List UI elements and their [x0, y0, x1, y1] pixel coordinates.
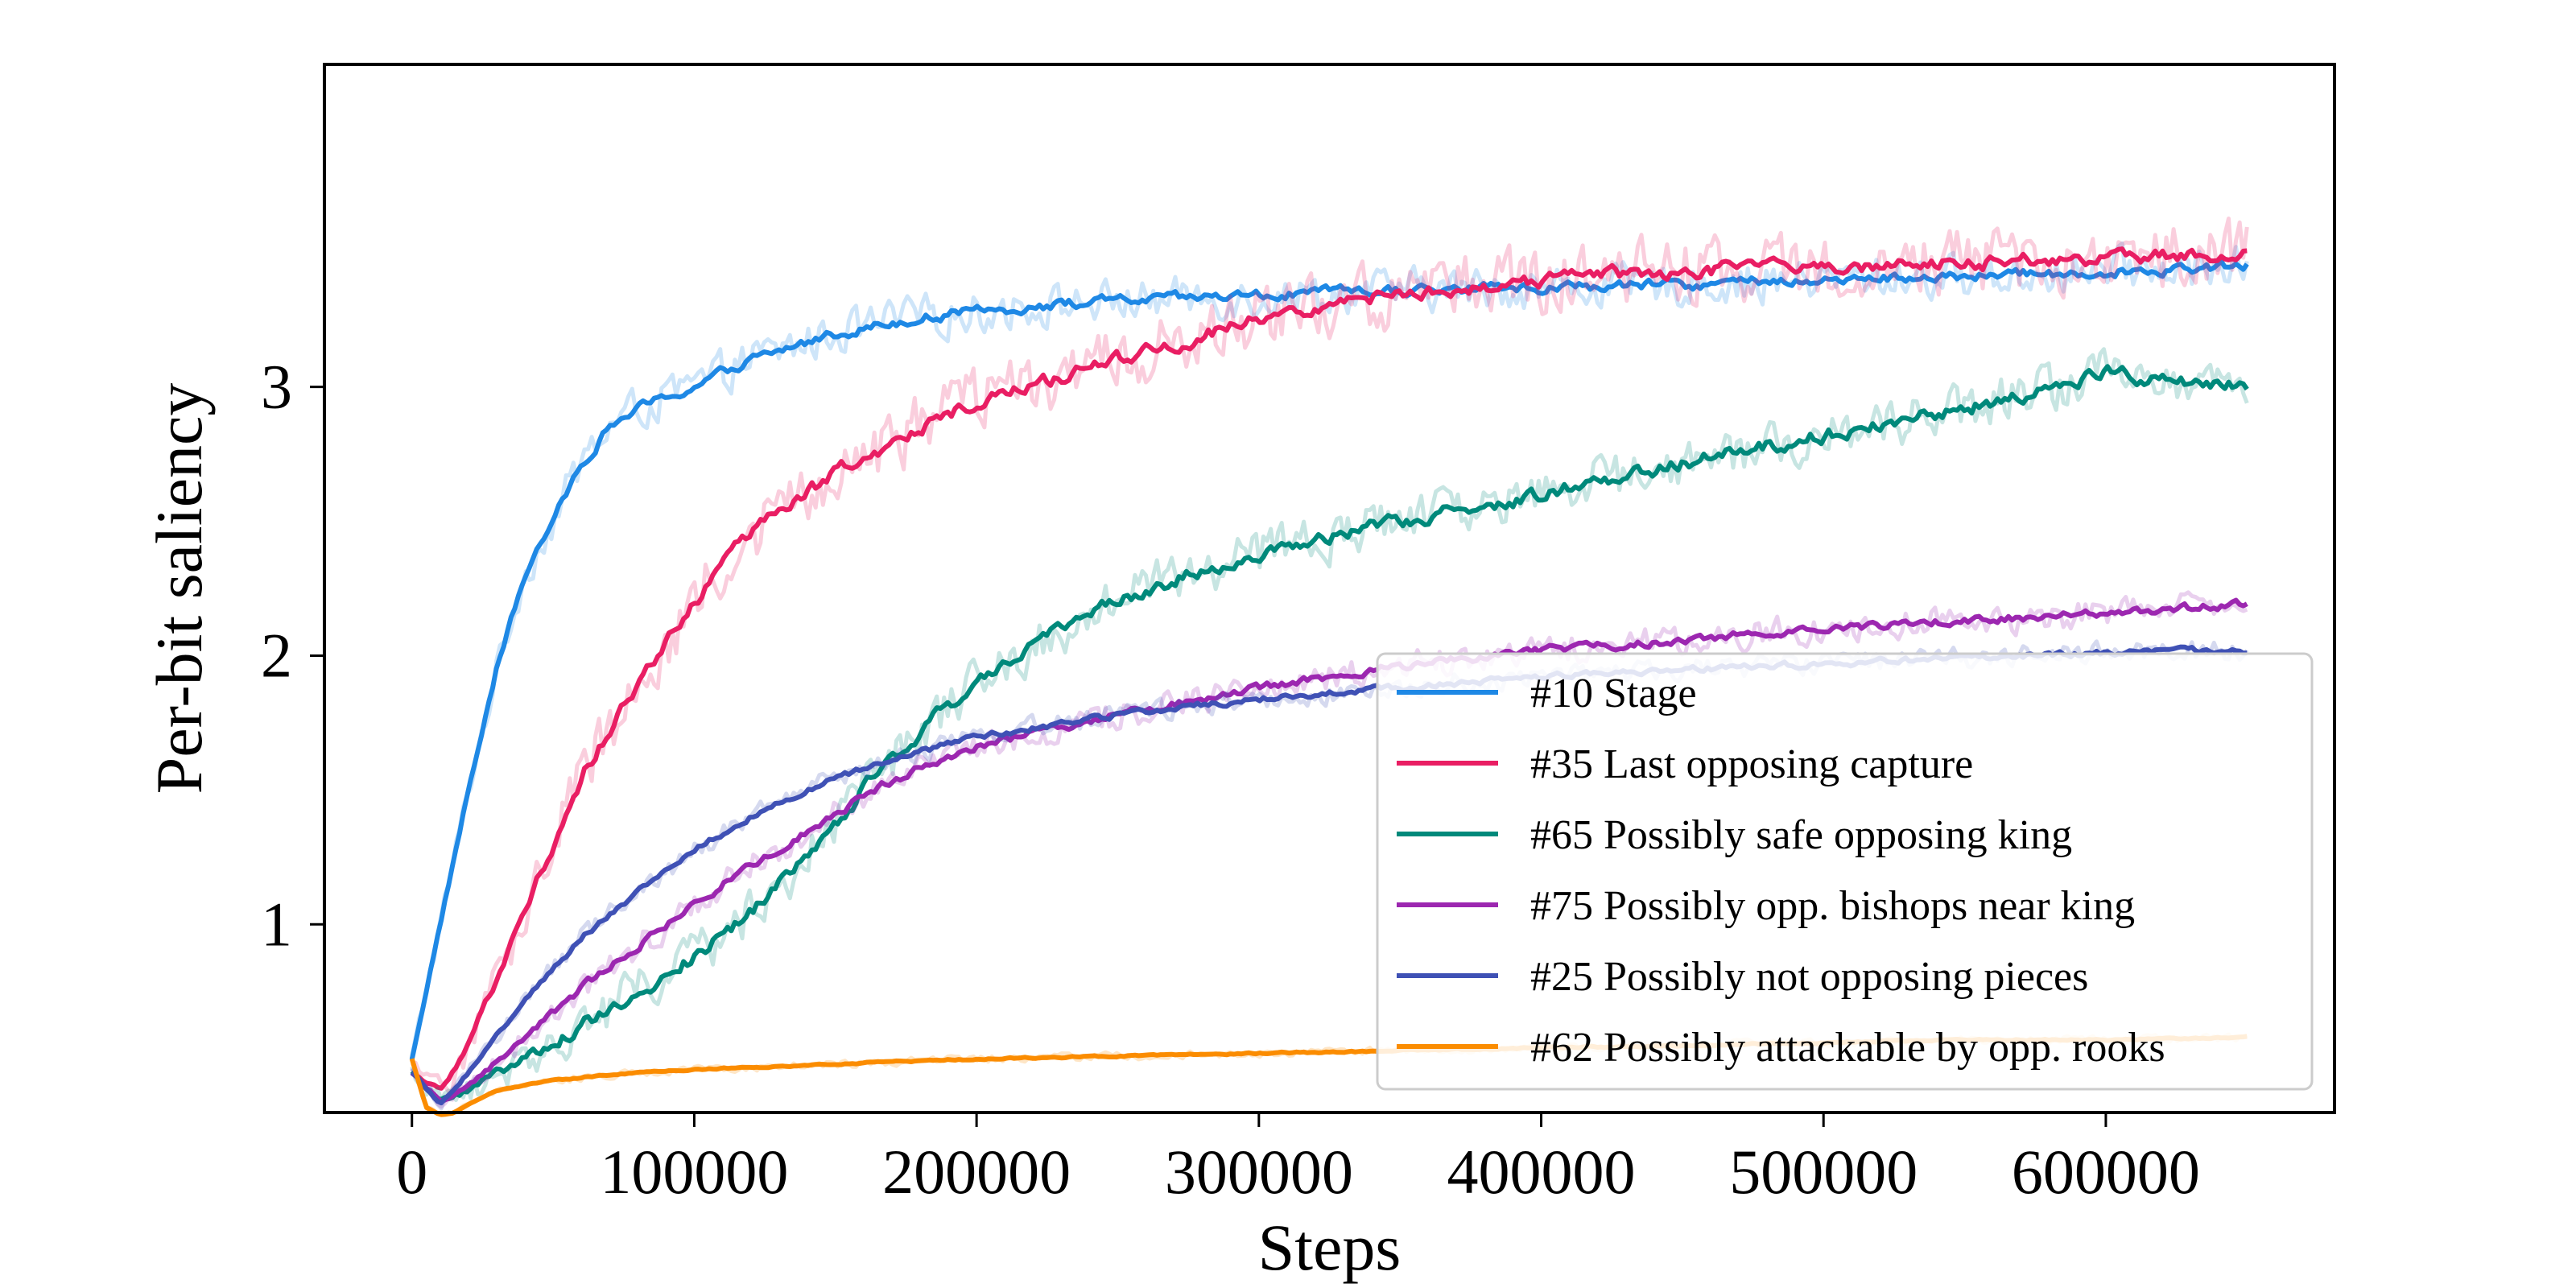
- series-line: [409, 258, 2249, 1060]
- legend: #10 Stage #35 Last opposing capture #65 Po…: [1376, 652, 2314, 1091]
- series-line: [410, 364, 2249, 1102]
- legend-label: #35 Last opposing capture: [1530, 741, 1973, 787]
- x-tick-label: 600000: [2012, 1137, 2200, 1207]
- x-tick-label: 400000: [1447, 1137, 1636, 1207]
- legend-label: #10 Stage: [1530, 671, 1697, 716]
- series-line: [410, 597, 2248, 1104]
- x-tick-label: 200000: [882, 1137, 1071, 1207]
- legend-box: [1376, 652, 2314, 1091]
- x-tick-label: 0: [396, 1137, 427, 1207]
- legend-label: #75 Possibly opp. bishops near king: [1530, 883, 2135, 929]
- series-raw-line: [410, 241, 2249, 1057]
- y-tick-label: 2: [261, 620, 292, 690]
- x-axis-label: Steps: [1258, 1211, 1402, 1284]
- legend-label: #65 Possibly safe opposing king: [1530, 812, 2072, 858]
- y-axis-label: Per-bit saliency: [142, 383, 216, 795]
- axis-ticks: 0 100000 200000 300000 400000 500000 600000 1 2 3: [261, 352, 2200, 1207]
- plot-frame: [323, 63, 2336, 1114]
- series-line: [411, 246, 2248, 1091]
- legend-label: #62 Possibly attackable by opp. rooks: [1530, 1025, 2165, 1071]
- x-tick-label: 500000: [1729, 1137, 1918, 1207]
- x-tick-label: 300000: [1165, 1137, 1353, 1207]
- legend-label: #25 Possibly not opposing pieces: [1530, 954, 2088, 1000]
- x-tick-label: 100000: [600, 1137, 788, 1207]
- series-raw-line: [410, 590, 2248, 1109]
- series-raw-line: [410, 217, 2249, 1094]
- y-tick-label: 3: [261, 352, 292, 422]
- y-tick-label: 1: [261, 889, 292, 959]
